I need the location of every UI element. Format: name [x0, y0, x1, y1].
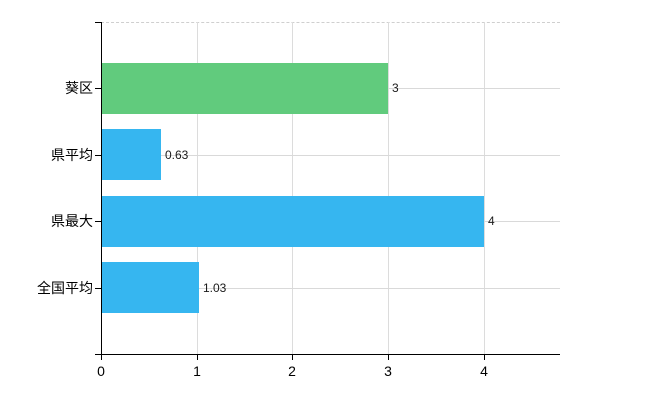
value-label-3: 4: [488, 214, 495, 228]
category-label-2: 県平均: [51, 147, 93, 163]
x-tick-label: 3: [384, 363, 392, 379]
value-label-4: 1.03: [203, 281, 227, 295]
x-axis-tick: [388, 354, 389, 360]
value-label-2: 0.63: [165, 148, 189, 162]
x-tick-label: 4: [480, 363, 488, 379]
category-label-3: 県最大: [51, 213, 93, 229]
x-axis-tick: [484, 354, 485, 360]
y-axis-top-tick: [95, 22, 101, 23]
x-tick-label: 2: [288, 363, 296, 379]
y-axis-tick: [95, 288, 101, 289]
x-axis-tick: [197, 354, 198, 360]
x-gridline: [292, 22, 293, 354]
bar-1: [101, 63, 388, 114]
bar-2: [101, 129, 161, 180]
x-axis-tick: [292, 354, 293, 360]
y-axis-tick: [95, 88, 101, 89]
value-label-1: 3: [392, 81, 399, 95]
x-tick-label: 1: [193, 363, 201, 379]
y-axis: [101, 22, 102, 355]
y-gridline: [101, 288, 560, 289]
y-axis-tick: [95, 155, 101, 156]
x-gridline: [484, 22, 485, 354]
category-label-4: 全国平均: [37, 280, 93, 296]
category-label-1: 葵区: [65, 80, 93, 96]
x-axis: [95, 354, 560, 355]
bar-4: [101, 262, 199, 313]
x-gridline: [197, 22, 198, 354]
plot-area-top-border: [101, 22, 560, 23]
x-gridline: [388, 22, 389, 354]
x-tick-label: 0: [97, 363, 105, 379]
y-axis-tick: [95, 221, 101, 222]
x-axis-tick: [101, 354, 102, 360]
y-gridline: [101, 155, 560, 156]
bar-3: [101, 196, 484, 247]
